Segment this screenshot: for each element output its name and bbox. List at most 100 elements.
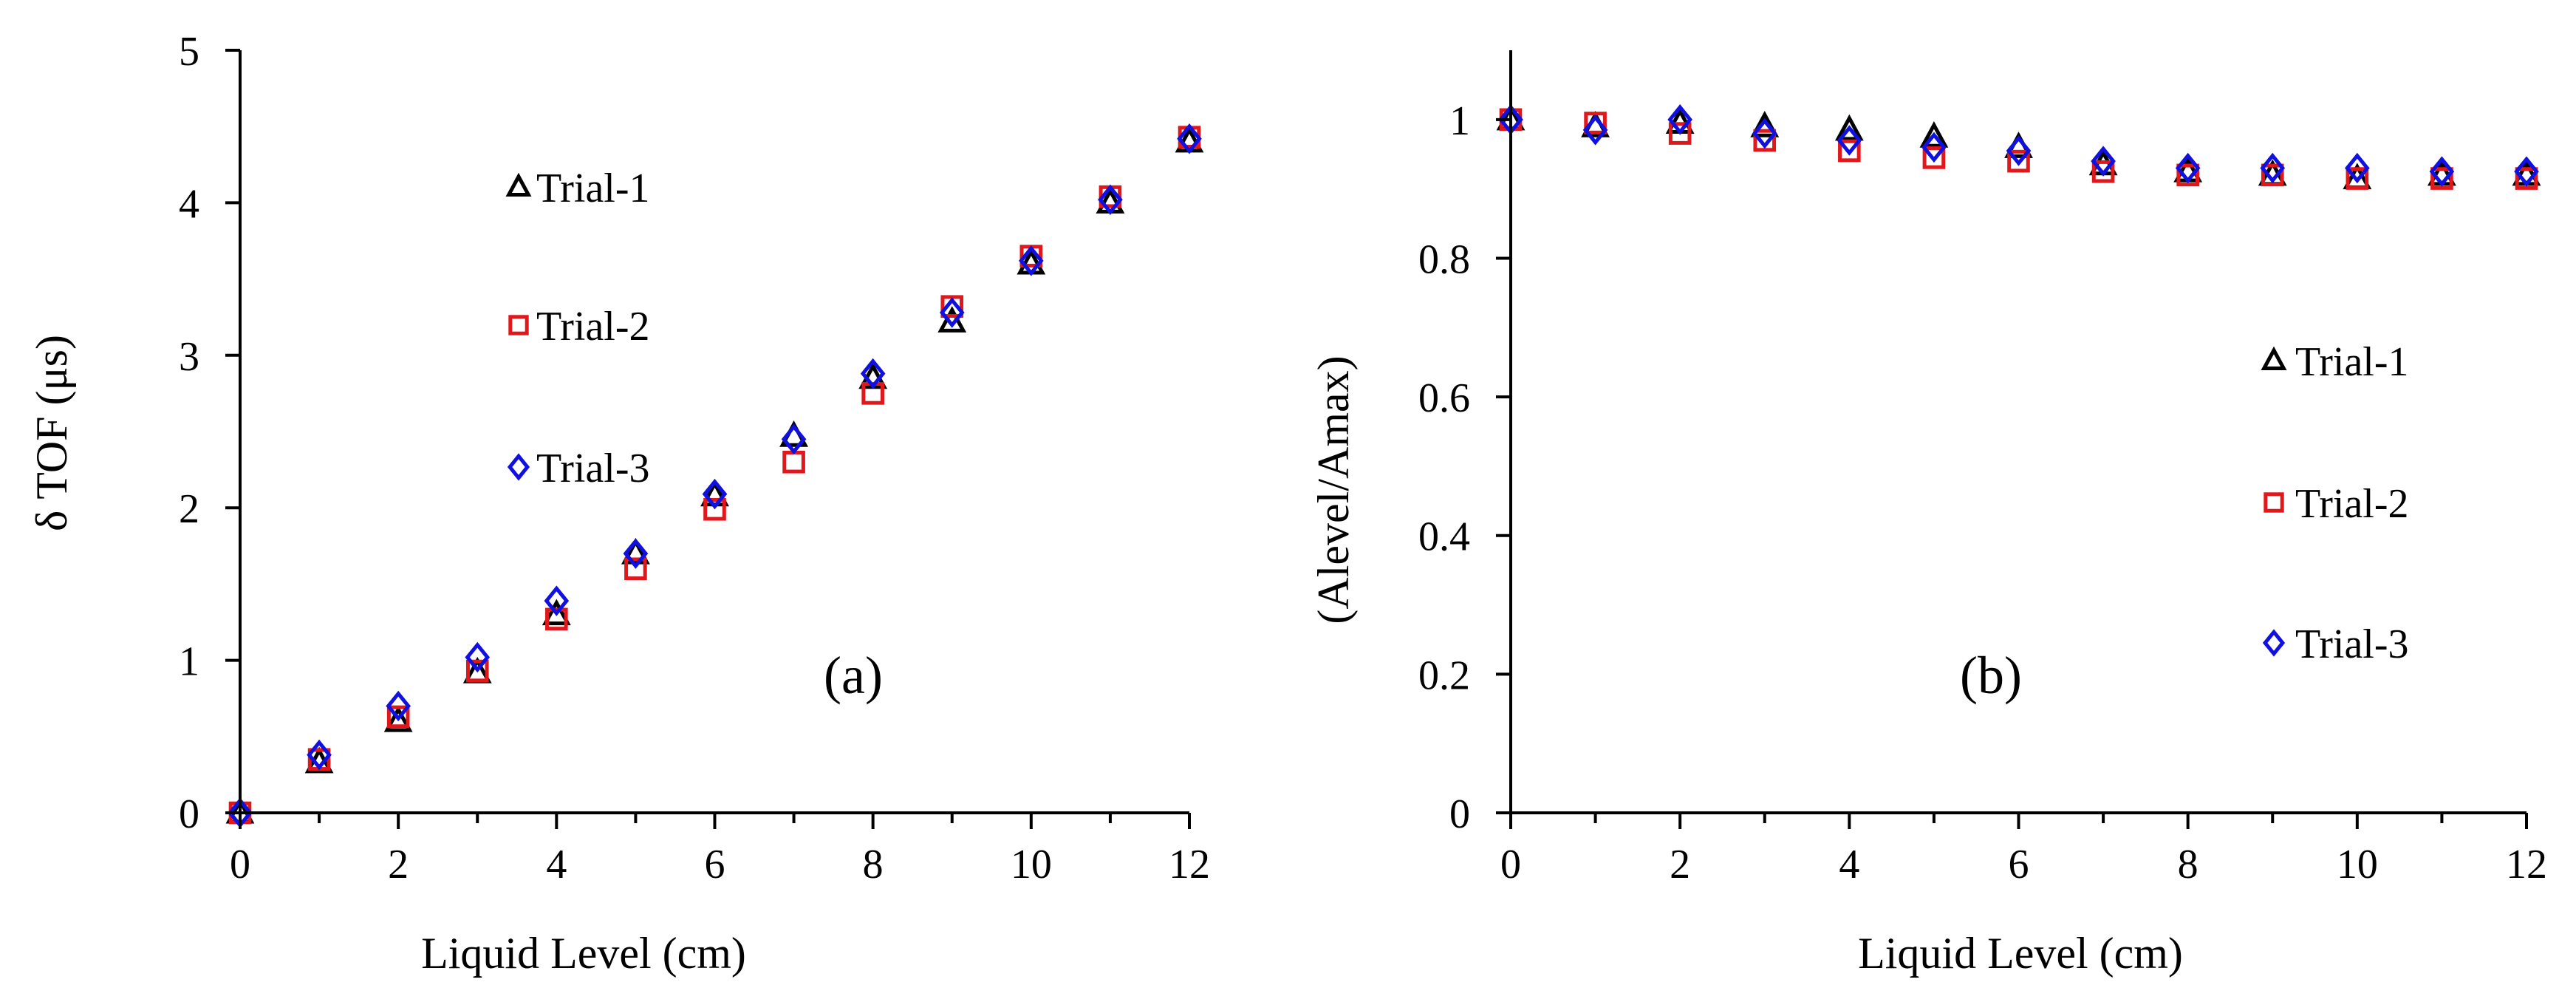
legend-label: Trial-3 xyxy=(536,446,650,491)
data-point xyxy=(940,295,964,318)
x-tick-label: 10 xyxy=(2337,842,2378,887)
data-point xyxy=(386,690,411,722)
panel-a-y-axis-title: δ TOF (μs) xyxy=(27,335,76,531)
panel-b-marks xyxy=(1496,103,2541,190)
x-tick-label: 0 xyxy=(1500,842,1521,887)
legend-item-trial-3: Trial-3 xyxy=(2262,621,2409,667)
legend-label: Trial-2 xyxy=(2295,481,2409,527)
data-point xyxy=(1582,115,1608,146)
data-point xyxy=(2261,163,2284,187)
y-tick-label: 0.2 xyxy=(1418,652,1470,698)
data-point xyxy=(1668,122,1692,145)
legend-label: Trial-1 xyxy=(536,166,650,211)
data-point xyxy=(1753,129,1777,152)
x-tick-label: 12 xyxy=(2506,842,2547,887)
y-tick-label: 0 xyxy=(179,791,199,837)
legend-item-trial-1: Trial-1 xyxy=(2261,339,2409,385)
x-tick-label: 4 xyxy=(546,842,567,887)
data-point xyxy=(2006,135,2032,166)
data-point xyxy=(1584,112,1607,134)
y-tick-label: 3 xyxy=(179,334,199,380)
data-point xyxy=(2260,152,2286,184)
data-point xyxy=(1922,146,1946,169)
data-point xyxy=(307,739,332,771)
y-tick-label: 4 xyxy=(179,181,199,227)
data-point xyxy=(1098,184,1123,216)
y-tick-label: 0.6 xyxy=(1418,375,1470,421)
data-point xyxy=(541,599,571,626)
data-point xyxy=(781,423,807,455)
x-tick-label: 2 xyxy=(388,842,409,887)
x-tick-label: 6 xyxy=(2009,842,2029,887)
data-point xyxy=(2175,152,2201,184)
panel-b-axes: 0 2 4 6 8 10 12 0 0.2 0.4 0.6 0.8 1 xyxy=(1418,50,2547,887)
data-point xyxy=(860,358,886,389)
panel-b-x-axis-title: Liquid Level (cm) xyxy=(1858,929,2183,978)
data-point xyxy=(2430,167,2453,190)
y-tick-label: 1 xyxy=(1449,98,1470,144)
data-point xyxy=(2091,146,2116,177)
legend-marker xyxy=(505,172,532,197)
data-point xyxy=(2429,156,2455,187)
data-point xyxy=(1921,132,1947,163)
series-trial-2 xyxy=(1499,108,2538,190)
x-tick-label: 0 xyxy=(230,842,250,887)
y-tick-label: 0.8 xyxy=(1418,236,1470,282)
x-tick-label: 10 xyxy=(1011,842,1052,887)
legend-label: Trial-2 xyxy=(536,304,650,350)
x-tick-label: 12 xyxy=(1169,842,1210,887)
series-trial-1 xyxy=(1496,103,2541,190)
data-point xyxy=(465,659,489,683)
data-point xyxy=(2515,167,2538,190)
data-point xyxy=(1177,123,1202,154)
data-point xyxy=(1667,104,1692,135)
panel-a-x-axis-title: Liquid Level (cm) xyxy=(421,929,746,978)
y-tick-label: 5 xyxy=(179,29,199,75)
panel-b-legend: Trial-1 Trial-2 Trial-3 xyxy=(2261,339,2409,667)
x-tick-label: 8 xyxy=(2178,842,2199,887)
data-point xyxy=(2514,156,2539,187)
legend-marker xyxy=(507,453,530,481)
panel-a-legend: Trial-1 Trial-2 Trial-3 xyxy=(505,166,650,491)
panel-b-label: (b) xyxy=(1960,646,2022,705)
data-point xyxy=(1838,139,1861,163)
panel-b-y-axis-title: (Alevel/Amax) xyxy=(1309,355,1358,624)
legend-marker xyxy=(2264,492,2284,513)
x-tick-label: 2 xyxy=(1670,842,1690,887)
x-tick-label: 4 xyxy=(1839,842,1859,887)
y-tick-label: 0.4 xyxy=(1418,514,1470,560)
data-point xyxy=(621,537,650,565)
data-point xyxy=(2345,152,2370,184)
series-trial-1 xyxy=(225,126,1204,824)
data-point xyxy=(782,450,805,474)
panel-a-marks xyxy=(225,123,1204,828)
data-point xyxy=(383,705,413,732)
data-point xyxy=(545,607,568,631)
legend-label: Trial-3 xyxy=(2295,621,2409,667)
data-point xyxy=(544,585,570,616)
data-point xyxy=(2091,160,2115,183)
data-point xyxy=(2007,149,2030,173)
data-point xyxy=(702,478,728,510)
series-trial-3 xyxy=(1498,104,2539,187)
data-point xyxy=(465,641,491,673)
legend-item-trial-2: Trial-2 xyxy=(508,304,650,350)
data-point xyxy=(939,297,965,328)
data-point xyxy=(1834,114,1864,141)
y-tick-label: 2 xyxy=(179,486,199,532)
data-point xyxy=(1752,117,1777,149)
data-point xyxy=(1837,125,1862,156)
data-point xyxy=(386,705,410,729)
series-trial-3 xyxy=(228,123,1202,828)
y-tick-label: 1 xyxy=(179,639,199,685)
data-point xyxy=(703,497,726,521)
data-point xyxy=(2176,163,2199,187)
x-tick-label: 8 xyxy=(863,842,884,887)
legend-item-trial-1: Trial-1 xyxy=(505,166,650,211)
legend-marker xyxy=(508,315,529,335)
data-point xyxy=(1919,121,1949,148)
legend-item-trial-2: Trial-2 xyxy=(2264,481,2409,527)
